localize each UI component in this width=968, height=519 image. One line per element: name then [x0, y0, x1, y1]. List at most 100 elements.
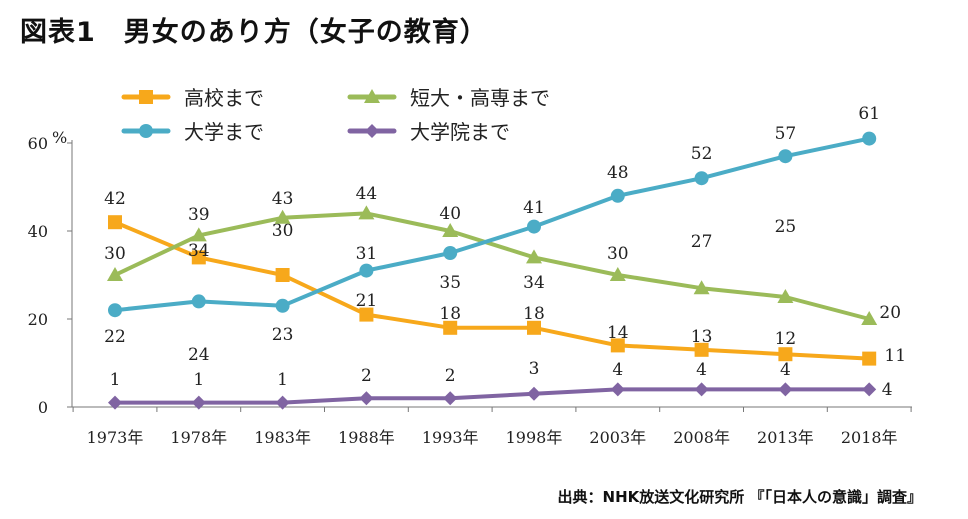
data-point: [778, 149, 793, 164]
chart-title: 図表1 男女のあり方（女子の教育）: [20, 17, 488, 48]
data-label: 42: [104, 189, 126, 209]
data-point: [275, 298, 290, 313]
data-label: 14: [607, 323, 629, 343]
data-label: 30: [607, 244, 629, 264]
x-tick-label: 2008年: [673, 428, 730, 447]
legend-marker: [364, 89, 380, 103]
data-point: [862, 351, 877, 366]
data-label: 3: [529, 359, 540, 379]
data-label: 4: [780, 360, 791, 380]
data-label: 18: [439, 304, 461, 324]
data-point: [694, 382, 709, 397]
data-point: [108, 303, 122, 318]
data-label: 13: [691, 327, 713, 347]
data-label: 39: [188, 205, 210, 225]
data-label: 11: [884, 346, 906, 366]
data-point: [693, 280, 710, 295]
data-label: 1: [110, 370, 121, 390]
data-point: [443, 246, 458, 260]
data-point: [778, 382, 793, 397]
y-tick-label: 60: [28, 134, 48, 153]
data-point: [443, 391, 458, 406]
y-tick-label: 20: [28, 310, 48, 329]
x-tick-label: 2018年: [841, 428, 898, 447]
data-point: [862, 382, 877, 397]
data-label: 20: [879, 303, 901, 323]
data-label: 27: [691, 232, 713, 252]
data-point: [526, 249, 542, 264]
legend-marker: [139, 124, 153, 138]
data-point: [442, 223, 459, 237]
series-line-0: [114, 220, 870, 361]
data-point: [694, 342, 709, 357]
data-label: 30: [104, 244, 126, 264]
series-line-2: [114, 136, 870, 313]
data-label: 41: [523, 198, 545, 218]
legend-label: 短大・高専まで: [410, 86, 550, 110]
data-label: 34: [188, 241, 210, 261]
legend-label: 大学まで: [184, 120, 264, 144]
legend-marker: [365, 124, 379, 138]
data-point: [190, 227, 207, 242]
data-point: [108, 215, 122, 230]
x-tick-label: 1993年: [422, 428, 479, 447]
data-label: 35: [439, 273, 461, 293]
data-point: [778, 347, 793, 362]
data-label: 4: [882, 380, 893, 400]
x-tick-label: 2003年: [589, 428, 646, 447]
data-point: [191, 294, 206, 309]
y-axis-unit: %: [52, 128, 67, 147]
x-tick-label: 1998年: [506, 428, 563, 447]
data-label: 40: [439, 204, 461, 224]
x-tick-label: 1978年: [170, 428, 227, 447]
data-label: 22: [104, 327, 126, 347]
data-label: 4: [612, 360, 623, 380]
data-label: 43: [272, 189, 294, 209]
source-note: 出典：NHK放送文化研究所 『「日本人の意識」調査』: [557, 488, 922, 506]
data-label: 24: [188, 345, 210, 365]
data-point: [527, 219, 541, 234]
x-tick-label: 2013年: [757, 428, 814, 447]
x-tick-label: 1988年: [338, 428, 395, 447]
series-line-3: [115, 387, 870, 405]
data-label: 2: [361, 366, 372, 386]
y-tick-label: 0: [38, 398, 48, 417]
data-point: [275, 268, 290, 282]
data-label: 48: [607, 163, 629, 183]
data-label: 61: [858, 104, 880, 124]
data-label: 30: [272, 221, 294, 241]
data-point: [610, 382, 625, 397]
data-label: 44: [356, 184, 378, 204]
data-point: [609, 267, 626, 281]
data-label: 31: [356, 244, 378, 264]
data-label: 52: [691, 144, 713, 164]
data-point: [527, 320, 541, 335]
data-label: 18: [523, 304, 545, 324]
data-point: [359, 391, 374, 406]
data-point: [359, 263, 374, 278]
data-label: 4: [696, 360, 707, 380]
series-line-1: [114, 211, 870, 321]
data-point: [275, 395, 290, 410]
data-point: [610, 188, 625, 203]
data-label: 21: [356, 291, 378, 311]
x-tick-label: 1983年: [254, 428, 311, 447]
data-label: 23: [272, 325, 294, 345]
data-point: [862, 131, 877, 146]
y-tick-label: 40: [28, 222, 48, 241]
data-point: [694, 171, 709, 186]
data-point: [108, 395, 122, 410]
data-point: [610, 338, 625, 353]
data-label: 57: [775, 124, 797, 144]
x-tick-label: 1973年: [87, 428, 144, 447]
data-point: [358, 205, 375, 220]
data-point: [527, 386, 541, 401]
data-label: 25: [775, 217, 797, 237]
data-point: [191, 250, 206, 265]
data-point: [274, 209, 291, 224]
data-label: 12: [775, 329, 797, 349]
data-point: [107, 267, 123, 281]
data-label: 1: [193, 370, 204, 390]
